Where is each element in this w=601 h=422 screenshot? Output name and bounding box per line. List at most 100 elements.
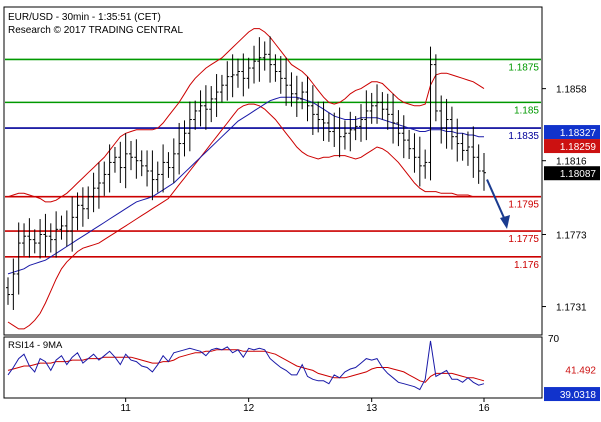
candle <box>43 213 48 257</box>
candle <box>465 131 470 166</box>
rsi-line <box>7 340 485 391</box>
y-tick-label-1: 1.1816 <box>556 157 587 168</box>
candle <box>385 93 390 130</box>
candle <box>294 75 299 117</box>
candle <box>364 90 369 141</box>
forecast-arrow-head <box>500 215 510 230</box>
candle <box>300 81 305 110</box>
candle <box>123 133 128 189</box>
candle <box>75 192 80 231</box>
bollinger-lower-line <box>7 103 484 330</box>
y-tick-label-3: 1.1731 <box>556 303 587 314</box>
candle <box>278 56 283 94</box>
candle <box>139 150 144 177</box>
candle <box>433 54 438 122</box>
candle <box>91 172 96 213</box>
chart-title: EUR/USD - 30min - 1:35:51 (CET) <box>8 12 161 23</box>
candle <box>380 92 385 120</box>
candle <box>27 218 32 258</box>
candle <box>235 58 240 88</box>
candle <box>182 120 187 157</box>
level-label-2: 1.1835 <box>508 131 539 142</box>
candle <box>476 144 481 184</box>
candle <box>252 45 257 84</box>
y-tick-label-0: 1.1858 <box>556 85 587 96</box>
level-label-0: 1.1875 <box>508 62 539 73</box>
rsi-pane-frame <box>3 336 543 399</box>
candle <box>262 41 267 71</box>
candle <box>48 223 53 253</box>
candle <box>455 118 460 162</box>
candle <box>268 36 273 83</box>
rsi-title: RSI14 - 9MA <box>8 340 63 351</box>
candle <box>273 54 278 82</box>
candle <box>471 126 476 178</box>
candle <box>391 93 396 144</box>
candle <box>449 106 454 150</box>
rsi-y-tick-0: 70 <box>548 334 560 345</box>
candle <box>134 139 139 179</box>
y-tick-label-2: 1.1773 <box>556 230 587 241</box>
candle <box>193 100 198 130</box>
candle <box>11 258 16 310</box>
price-tag-label-1: 1.18259 <box>560 142 597 153</box>
bollinger-upper-line <box>7 28 485 203</box>
rsi-value-tag-1: 39.0318 <box>560 390 597 401</box>
candle <box>284 57 289 106</box>
candle <box>305 76 310 122</box>
candle <box>198 90 203 127</box>
candle <box>289 72 294 107</box>
candle <box>428 46 433 181</box>
level-label-5: 1.176 <box>514 260 539 271</box>
candle <box>107 144 112 193</box>
level-label-3: 1.1795 <box>508 200 539 211</box>
candle <box>64 210 69 247</box>
candle <box>177 122 182 175</box>
rsi-value-tag-box-1 <box>544 387 600 402</box>
x-tick-label-1: 12 <box>243 403 255 414</box>
candle <box>246 57 251 89</box>
candle <box>70 196 75 252</box>
candle <box>171 138 176 184</box>
candle <box>439 95 444 144</box>
candle <box>214 74 219 117</box>
level-label-1: 1.185 <box>514 105 539 116</box>
candle <box>348 111 353 152</box>
candle <box>6 277 10 305</box>
candle <box>321 101 326 141</box>
candle <box>225 61 230 101</box>
candle <box>396 110 401 147</box>
candle <box>54 211 59 258</box>
candle <box>257 37 262 82</box>
price-tag-label-2: 1.18087 <box>560 169 597 180</box>
candle <box>80 187 85 227</box>
candle <box>32 229 37 254</box>
candle <box>417 136 422 187</box>
candle <box>230 54 235 98</box>
candle <box>59 215 64 240</box>
candle <box>166 152 171 178</box>
candle <box>16 222 21 295</box>
x-tick-label-2: 13 <box>366 403 378 414</box>
price-tag-1 <box>544 139 600 154</box>
candle <box>326 112 331 142</box>
candle <box>209 86 214 123</box>
candle <box>316 101 321 133</box>
candle <box>375 84 380 124</box>
level-label-4: 1.1775 <box>508 234 539 245</box>
chart-credit: Research © 2017 TRADING CENTRAL <box>8 25 183 36</box>
candle <box>155 161 160 193</box>
price-pane-frame <box>3 6 543 336</box>
candle <box>460 133 465 161</box>
candle <box>22 223 27 256</box>
forecast-arrow-shaft <box>486 179 506 221</box>
candle <box>219 74 224 103</box>
rsi-value-tag-0: 41.492 <box>565 366 596 377</box>
candle <box>342 120 347 150</box>
moving-average-line <box>7 96 484 275</box>
candle <box>358 104 363 142</box>
x-tick-label-0: 11 <box>120 403 131 414</box>
candle <box>482 152 486 191</box>
